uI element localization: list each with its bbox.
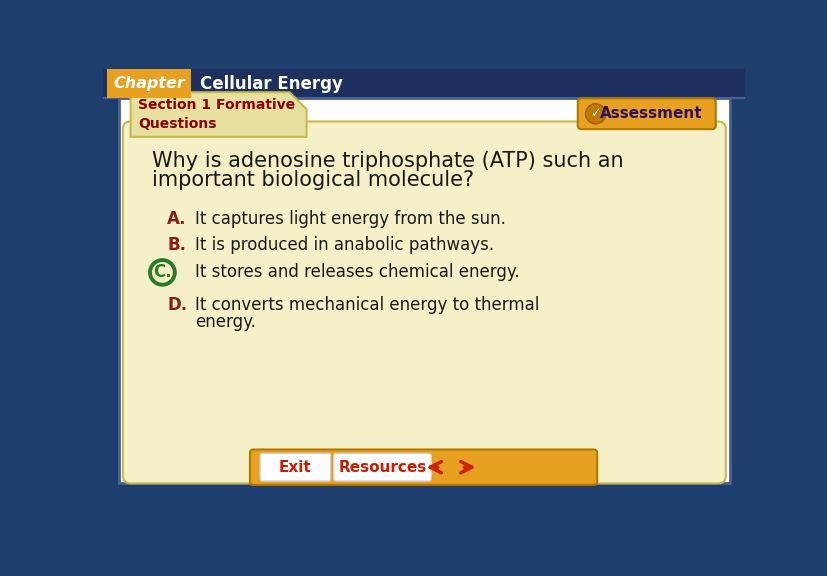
FancyBboxPatch shape [119,98,729,483]
Text: ✓: ✓ [590,107,600,120]
FancyBboxPatch shape [103,69,744,97]
FancyBboxPatch shape [333,453,431,481]
Text: Exit: Exit [278,460,311,475]
Text: D.: D. [167,295,187,314]
Text: It stores and releases chemical energy.: It stores and releases chemical energy. [194,263,519,282]
Text: It captures light energy from the sun.: It captures light energy from the sun. [194,210,505,228]
FancyBboxPatch shape [250,449,596,485]
Circle shape [585,104,605,124]
Text: important biological molecule?: important biological molecule? [151,170,473,190]
Text: It converts mechanical energy to thermal: It converts mechanical energy to thermal [194,295,538,314]
Text: Cellular Energy: Cellular Energy [200,75,343,93]
Text: Why is adenosine triphosphate (ATP) such an: Why is adenosine triphosphate (ATP) such… [151,151,623,170]
Text: Resources: Resources [338,460,426,475]
Text: A.: A. [167,210,186,228]
FancyBboxPatch shape [577,98,715,129]
Text: Assessment: Assessment [600,107,702,122]
Text: Chapter: Chapter [113,76,185,91]
Text: It is produced in anabolic pathways.: It is produced in anabolic pathways. [194,236,494,253]
FancyBboxPatch shape [260,453,330,481]
Text: C.: C. [153,263,171,282]
FancyBboxPatch shape [122,122,725,483]
FancyBboxPatch shape [108,69,191,98]
Text: Section 1 Formative
Questions: Section 1 Formative Questions [138,98,295,131]
Text: energy.: energy. [194,313,256,331]
Polygon shape [131,92,306,137]
Text: B.: B. [167,236,186,253]
